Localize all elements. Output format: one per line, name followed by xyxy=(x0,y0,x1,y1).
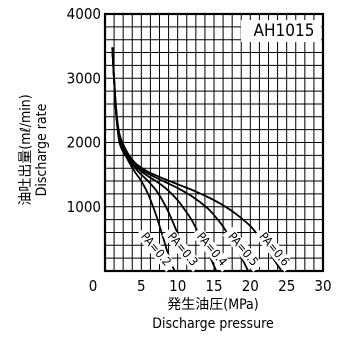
curve-label-background xyxy=(191,226,232,273)
grid xyxy=(105,14,323,271)
model-label: AH1015 xyxy=(254,21,315,41)
model-label-box: AH1015 xyxy=(241,20,321,42)
y-axis-label-jp: 油吐出量(mℓ/min) xyxy=(18,94,34,205)
x-tick-label: 0 xyxy=(89,277,98,295)
plot-frame xyxy=(103,12,325,273)
curve-label-background xyxy=(222,226,264,273)
model-label-background xyxy=(241,20,321,42)
y-tick-label: 3000 xyxy=(67,69,101,87)
x-tick-label: 15 xyxy=(205,277,222,295)
x-axis-label-en: Discharge pressure xyxy=(152,316,274,332)
x-axis-label-jp: 発生油圧(MPa) xyxy=(167,297,258,313)
curve-label-background xyxy=(135,226,177,273)
x-tick-label: 10 xyxy=(169,277,186,295)
x-tick-label: 30 xyxy=(314,277,331,295)
x-tick-labels: 0 5 10 15 20 25 30 xyxy=(89,277,332,295)
y-tick-label: 1000 xyxy=(67,198,101,216)
x-tick-label: 5 xyxy=(137,277,146,295)
y-tick-label: 2000 xyxy=(67,134,101,152)
y-axis-label-en: Discharge rate xyxy=(34,103,50,196)
x-tick-label: 25 xyxy=(278,277,295,295)
curve-label-background xyxy=(253,226,295,273)
y-tick-labels: 1000 2000 3000 4000 xyxy=(67,5,101,216)
curve-label-background xyxy=(162,226,203,273)
y-tick-label: 4000 xyxy=(67,5,101,23)
x-tick-label: 20 xyxy=(242,277,259,295)
